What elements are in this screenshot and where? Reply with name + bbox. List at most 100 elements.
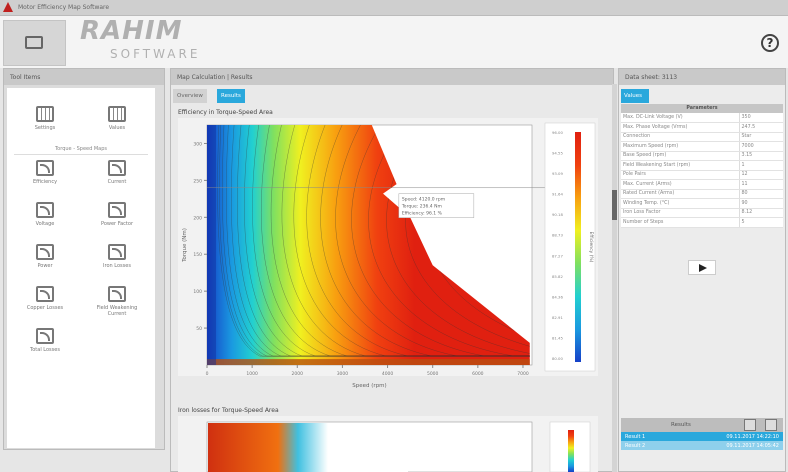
- param-value: 8.12: [738, 208, 783, 218]
- tab-overview[interactable]: Overview: [173, 89, 207, 103]
- parameters-table: Parameters Max. DC-Link Voltage (V) 350 Ma…: [621, 104, 783, 228]
- tool-label: Field Weakening Current: [96, 305, 138, 317]
- title-bar: Motor Efficiency Map Software: [0, 0, 788, 16]
- table-row: Winding Temp. (°C) 90: [621, 198, 783, 209]
- grid-icon: [108, 106, 126, 122]
- param-value: 11: [738, 179, 783, 190]
- param-value: 350: [738, 113, 783, 123]
- param-name: Iron Loss Factor: [621, 208, 739, 218]
- panel-title: Map Calculation | Results: [171, 69, 613, 85]
- y-tick-label: 150: [193, 252, 202, 258]
- tool-current[interactable]: Current: [87, 160, 147, 185]
- param-name: Max. Current (Arms): [621, 179, 739, 190]
- tool-copper-losses[interactable]: Copper Losses: [15, 286, 75, 311]
- trash-icon[interactable]: [765, 419, 777, 431]
- panel-title: Tool Items: [4, 69, 164, 85]
- tool-values[interactable]: Values: [87, 106, 147, 131]
- param-name: Max. DC-Link Voltage (V): [621, 113, 739, 123]
- param-name: Base Speed (rpm): [621, 151, 739, 161]
- x-tick-label: 5000: [427, 371, 439, 377]
- y-tick-label: 50: [196, 326, 202, 332]
- tool-label: Settings: [34, 125, 56, 131]
- efficiency-envelope: [207, 125, 530, 365]
- tool-label: Efficiency: [32, 179, 58, 185]
- scrollbar[interactable]: [612, 84, 617, 472]
- window-title: Motor Efficiency Map Software: [18, 4, 110, 11]
- x-tick-label: 3000: [337, 371, 349, 377]
- chart-map-icon: [108, 286, 126, 302]
- table-row: Rated Current (Arms) 80: [621, 189, 783, 199]
- table-row: Max. DC-Link Voltage (V) 350: [621, 113, 783, 123]
- tool-iron-losses[interactable]: Iron Losses: [87, 244, 147, 269]
- tool-label: Current: [107, 179, 127, 185]
- colorbar-tick-label: 80.00: [552, 356, 563, 361]
- colorbar-tick-label: 88.73: [552, 233, 563, 238]
- colorbar-tick-label: 96.00: [552, 130, 563, 135]
- chart-map-icon: [36, 202, 54, 218]
- contour-line: [219, 125, 530, 357]
- watermark-logo: RAHIM: [80, 16, 183, 46]
- results-header: Results: [621, 418, 783, 432]
- tool-label: Power: [37, 263, 53, 269]
- table-row: Iron Loss Factor 8.12: [621, 208, 783, 218]
- param-value: 247.5: [738, 122, 783, 133]
- param-value: Star: [738, 132, 783, 142]
- app-logo-icon: [3, 2, 13, 12]
- open-file-button[interactable]: [3, 20, 66, 66]
- scrollbar-thumb[interactable]: [612, 190, 617, 220]
- result-item[interactable]: Result 1 09.11.2017 14:22:10: [621, 432, 783, 441]
- export-icon[interactable]: [744, 419, 756, 431]
- contour-line: [217, 125, 530, 357]
- colorbar: [568, 430, 574, 472]
- tab-results[interactable]: Results: [217, 89, 245, 103]
- tool-total-losses[interactable]: Total Losses: [15, 328, 75, 353]
- result-name: Result 1: [625, 434, 646, 440]
- colorbar-tick-label: 82.91: [552, 315, 563, 320]
- ribbon: [0, 16, 788, 68]
- low-speed-band: [207, 125, 217, 365]
- param-name: Number of Steps: [621, 217, 739, 228]
- tool-label: Iron Losses: [103, 263, 131, 269]
- param-value: 90: [738, 198, 783, 209]
- x-tick-label: 0: [206, 371, 209, 377]
- chart-map-icon: [36, 328, 54, 344]
- param-name: Rated Current (Arms): [621, 189, 739, 199]
- param-value: 80: [738, 189, 783, 199]
- chart-map-icon: [108, 244, 126, 260]
- tool-efficiency[interactable]: Efficiency: [15, 160, 75, 185]
- param-value: 12: [738, 170, 783, 180]
- tool-label: Values: [108, 125, 126, 131]
- table-row: Connection Star: [621, 132, 783, 142]
- iron-losses-chart: [178, 416, 598, 472]
- x-tick-label: 7000: [517, 371, 529, 377]
- colorbar-tick-label: 93.09: [552, 171, 563, 176]
- low-torque-band: [207, 359, 530, 365]
- tool-settings[interactable]: Settings: [15, 106, 75, 131]
- colorbar-tick-label: 90.18: [552, 212, 563, 217]
- help-icon[interactable]: ?: [761, 34, 779, 52]
- param-name: Pole Pairs: [621, 170, 739, 180]
- tool-power-factor[interactable]: Power Factor: [87, 202, 147, 227]
- panel-title: Data sheet: 3113: [619, 69, 785, 85]
- play-button[interactable]: [688, 260, 716, 275]
- colorbar-tick-label: 84.36: [552, 294, 563, 299]
- table-row: Max. Phase Voltage (Vrms) 247.5: [621, 122, 783, 133]
- tool-label: Copper Losses: [26, 305, 64, 311]
- chart-map-icon: [36, 286, 54, 302]
- y-tick-label: 250: [193, 178, 202, 184]
- tool-voltage[interactable]: Voltage: [15, 202, 75, 227]
- tooltip-text: Torque: 236.4 Nm: [401, 204, 442, 210]
- tool-field-weakening-current[interactable]: Field Weakening Current: [87, 286, 147, 317]
- param-value: 5: [738, 217, 783, 228]
- tooltip-text: Speed: 4120.0 rpm: [402, 197, 445, 203]
- result-item[interactable]: Result 2 09.11.2017 14:05:42: [621, 441, 783, 450]
- result-date: 09.11.2017 14:22:10: [726, 434, 779, 440]
- contour-line: [222, 125, 530, 357]
- tooltip-box: [398, 193, 475, 218]
- param-name: Max. Phase Voltage (Vrms): [621, 122, 739, 133]
- tool-power[interactable]: Power: [15, 244, 75, 269]
- param-value: 3.15: [738, 151, 783, 161]
- watermark-logo-sub: SOFTWARE: [110, 47, 201, 61]
- values-button[interactable]: Values: [621, 89, 649, 103]
